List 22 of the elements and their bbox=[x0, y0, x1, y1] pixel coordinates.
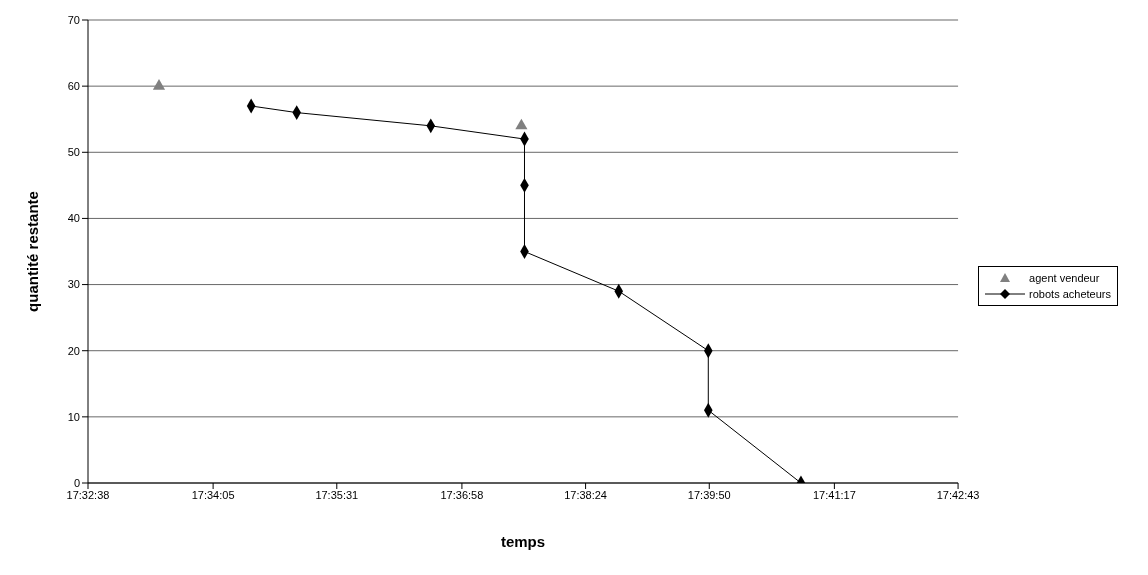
y-axis-title: quantité restante bbox=[24, 191, 42, 312]
y-tick-label: 40 bbox=[67, 212, 80, 225]
point bbox=[152, 79, 166, 90]
y-tick-label: 50 bbox=[67, 146, 80, 159]
x-axis-title: temps bbox=[500, 533, 546, 550]
x-tick-label: 17:36:58 bbox=[440, 488, 484, 501]
y-tick-label: 60 bbox=[67, 80, 80, 93]
y-tick-label: 30 bbox=[67, 278, 80, 291]
x-tick-label: 17:35:31 bbox=[315, 488, 359, 501]
x-tick-label: 17:42:43 bbox=[936, 488, 980, 501]
point bbox=[515, 118, 528, 130]
x-tick-label: 17:38:24 bbox=[564, 488, 607, 501]
x-tick-label: 17:32:38 bbox=[66, 488, 110, 501]
x-tick-label: 17:41:17 bbox=[812, 488, 856, 501]
y-tick-label: 20 bbox=[67, 344, 80, 357]
legend-label: robots acheteurs bbox=[1029, 287, 1111, 300]
legend-label: agent vendeur bbox=[1029, 271, 1100, 284]
x-tick-label: 17:34:05 bbox=[191, 488, 235, 501]
y-tick-label: 0 bbox=[73, 476, 80, 489]
y-tick-label: 70 bbox=[67, 13, 80, 26]
y-tick-label: 10 bbox=[67, 410, 80, 423]
x-tick-label: 17:39:50 bbox=[687, 488, 731, 501]
